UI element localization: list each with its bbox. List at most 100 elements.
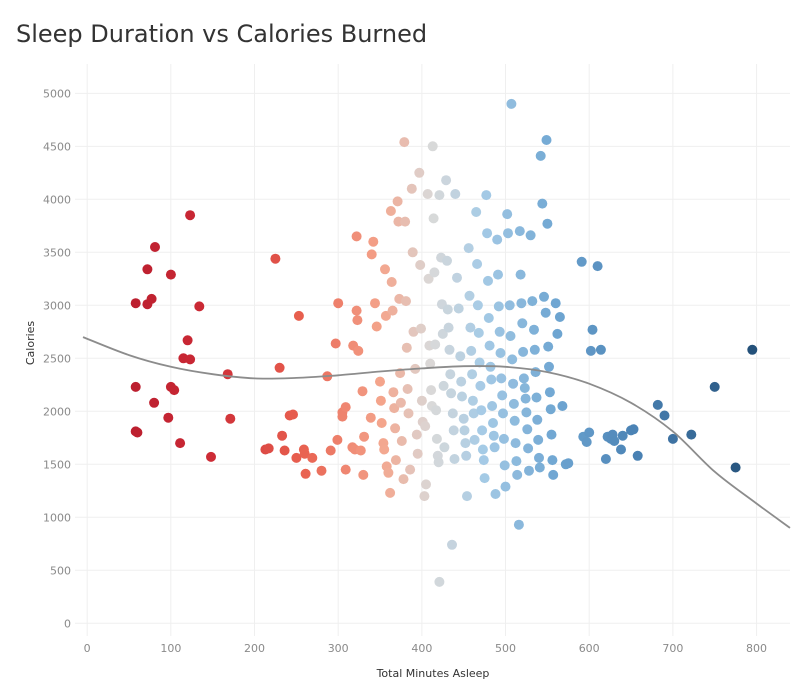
data-point xyxy=(478,455,489,466)
data-point xyxy=(431,405,442,416)
data-point xyxy=(402,384,413,394)
data-point xyxy=(406,183,417,194)
data-point xyxy=(483,313,494,323)
chart-title: Sleep Duration vs Calories Burned xyxy=(16,20,428,48)
data-point xyxy=(474,357,485,368)
data-point xyxy=(288,409,298,420)
data-point xyxy=(529,344,540,355)
data-point xyxy=(132,427,143,438)
y-tick-label: 2000 xyxy=(43,405,71,418)
data-point xyxy=(532,414,543,425)
data-point xyxy=(412,448,423,459)
data-point xyxy=(548,469,559,480)
data-point xyxy=(505,331,516,341)
data-point xyxy=(473,327,484,338)
data-point xyxy=(544,361,554,372)
data-point xyxy=(498,433,509,444)
data-point xyxy=(194,301,205,312)
data-point xyxy=(385,206,396,216)
data-point xyxy=(533,434,544,445)
data-point xyxy=(459,425,470,436)
data-point xyxy=(441,175,452,186)
data-point xyxy=(307,452,318,463)
data-point xyxy=(291,452,302,463)
data-point xyxy=(522,424,533,435)
data-point xyxy=(547,455,558,466)
data-point xyxy=(371,321,382,332)
data-point xyxy=(463,243,474,254)
data-point xyxy=(709,381,720,392)
data-point xyxy=(557,401,568,411)
data-point xyxy=(483,275,493,286)
data-point xyxy=(169,385,180,396)
data-point xyxy=(540,307,551,318)
data-point xyxy=(185,210,196,221)
data-point xyxy=(465,322,476,333)
data-point xyxy=(447,539,457,550)
data-point xyxy=(544,387,555,398)
y-tick-label: 3000 xyxy=(43,299,71,312)
data-point xyxy=(466,345,477,356)
data-point xyxy=(222,369,233,380)
trend-line xyxy=(82,336,791,529)
data-point xyxy=(587,324,598,335)
data-point xyxy=(375,395,386,406)
data-point xyxy=(380,264,390,275)
data-point xyxy=(482,228,493,239)
data-point-layer xyxy=(130,98,758,587)
data-point xyxy=(389,403,400,414)
data-point xyxy=(337,411,348,422)
data-point xyxy=(609,436,620,446)
data-point xyxy=(476,405,487,416)
data-point xyxy=(472,300,483,311)
data-point xyxy=(130,298,141,309)
data-point xyxy=(449,454,460,464)
data-point xyxy=(576,256,587,267)
x-tick-label: 800 xyxy=(746,642,767,655)
data-point xyxy=(464,290,475,301)
y-axis-label: Calories xyxy=(24,321,37,366)
data-point xyxy=(444,344,455,355)
data-point xyxy=(388,387,399,398)
data-point xyxy=(411,429,422,440)
data-point xyxy=(392,196,403,207)
data-point xyxy=(527,296,538,307)
data-point xyxy=(487,401,498,411)
data-point xyxy=(467,369,478,380)
data-point xyxy=(325,445,336,456)
data-point xyxy=(442,255,452,266)
data-point xyxy=(416,395,427,406)
data-point xyxy=(146,293,157,304)
data-point xyxy=(431,433,442,444)
data-point xyxy=(530,367,541,378)
data-point xyxy=(433,457,444,468)
data-point xyxy=(434,190,445,201)
data-point xyxy=(351,305,362,316)
data-point xyxy=(457,391,467,402)
data-point xyxy=(488,418,498,428)
data-point xyxy=(401,342,412,353)
data-point xyxy=(469,434,480,445)
y-tick-label: 1500 xyxy=(43,458,71,471)
y-tick-label: 500 xyxy=(50,564,71,577)
data-point xyxy=(351,231,362,242)
data-point xyxy=(438,380,449,391)
data-point xyxy=(514,226,525,237)
data-point xyxy=(420,421,431,432)
data-point xyxy=(467,395,478,406)
x-tick-label: 0 xyxy=(84,642,91,655)
data-point xyxy=(477,425,488,436)
data-point xyxy=(263,443,274,454)
data-point xyxy=(376,418,387,428)
data-point xyxy=(730,462,741,473)
data-point xyxy=(359,431,370,442)
data-point xyxy=(472,259,483,269)
data-point xyxy=(511,456,522,467)
data-point xyxy=(525,230,536,241)
data-point xyxy=(498,408,508,419)
data-point xyxy=(468,408,479,419)
data-point xyxy=(225,413,236,424)
data-point xyxy=(426,385,437,396)
data-point xyxy=(489,442,500,453)
data-point xyxy=(274,362,285,373)
